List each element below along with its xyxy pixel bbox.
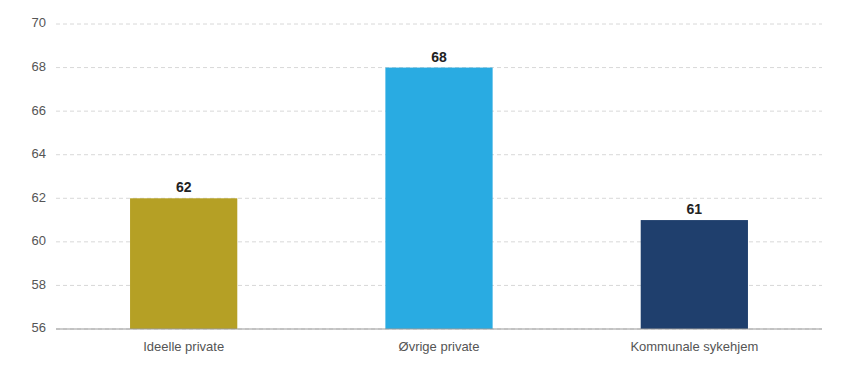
y-tick-label: 70 (32, 15, 46, 30)
y-tick-label: 66 (32, 103, 46, 118)
x-tick-label: Øvrige private (399, 339, 480, 354)
grid-line (56, 329, 822, 330)
bars (130, 68, 748, 329)
x-tick-label: Kommunale sykehjem (630, 339, 758, 354)
data-label: 62 (176, 179, 192, 195)
y-tick-label: 60 (32, 233, 46, 248)
y-tick-label: 64 (32, 146, 46, 161)
bar (641, 220, 748, 329)
x-axis-line (56, 329, 822, 330)
y-tick-label: 68 (32, 59, 46, 74)
x-tick-label: Ideelle private (143, 339, 224, 354)
x-axis: Ideelle private Øvrige private Kommunale s… (143, 339, 758, 354)
data-label: 68 (431, 49, 447, 65)
data-label: 61 (687, 201, 703, 217)
grid-line (56, 24, 822, 25)
grid (56, 24, 822, 329)
chart-container: 56 58 60 62 64 66 68 70 62 68 61 Ideelle private Øvr… (0, 0, 842, 375)
y-tick-label: 62 (32, 190, 46, 205)
y-tick-label: 56 (32, 320, 46, 335)
chart: 56 58 60 62 64 66 68 70 62 68 61 Ideelle private Øvr… (0, 0, 842, 375)
y-tick-label: 58 (32, 277, 46, 292)
bar (385, 68, 492, 329)
y-axis: 56 58 60 62 64 66 68 70 (32, 15, 46, 335)
data-labels: 62 68 61 (176, 49, 702, 218)
bar (130, 198, 237, 329)
